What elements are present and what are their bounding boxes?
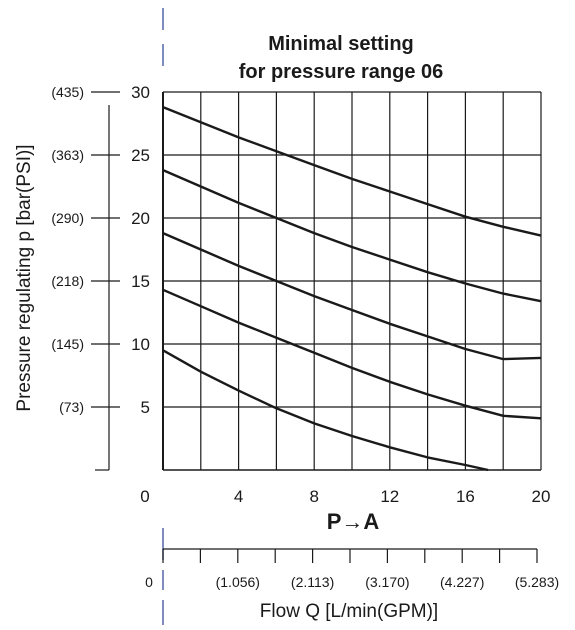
x-tick-label: 8 — [309, 487, 318, 506]
x-tick-label-gpm: (2.113) — [291, 574, 334, 590]
curve-line — [162, 288, 542, 420]
y-tick-label: 10 — [131, 335, 150, 354]
grid-lines — [163, 91, 542, 470]
y-tick-label-psi: (73) — [59, 399, 84, 415]
x-tick-labels: 0 4 8 12 16 20 — [140, 487, 550, 506]
y-tick-label: 5 — [141, 398, 150, 417]
x-tick-label-gpm: (1.056) — [216, 574, 260, 590]
y-tick-label: 20 — [131, 209, 150, 228]
y-tick-label-psi: (218) — [51, 273, 84, 289]
x-tick-labels-gpm: 0 (1.056) (2.113) (3.170) (4.227) (5.283) — [145, 574, 559, 590]
y-tick-label-psi: (290) — [51, 210, 84, 226]
x-tick-label-gpm: (3.170) — [365, 574, 409, 590]
x-tick-label-gpm: (4.227) — [440, 574, 484, 590]
x-tick-label: 16 — [456, 487, 475, 506]
x-tick-label: 12 — [380, 487, 399, 506]
curve-line — [162, 105, 542, 237]
curve-line — [162, 168, 542, 303]
y-tick-label-psi: (145) — [51, 336, 84, 352]
x-tick-label-gpm: (5.283) — [515, 574, 559, 590]
x-tick-label: 4 — [234, 487, 243, 506]
x-tick-label: 20 — [532, 487, 551, 506]
x-tick-label: 0 — [140, 487, 149, 506]
y-tick-label: 25 — [131, 146, 150, 165]
y-tick-label-psi: (435) — [51, 84, 84, 100]
curves — [162, 105, 542, 472]
x-axis-label: Flow Q [L/min(GPM)] — [260, 601, 438, 622]
y-tick-label: 30 — [131, 83, 150, 102]
axes — [91, 91, 541, 563]
chart-title-line2: for pressure range 06 — [239, 61, 444, 83]
chart-title-line1: Minimal setting — [268, 33, 414, 55]
curve-line — [162, 231, 542, 361]
y-axis-label: Pressure regulating p [bar(PSI)] — [14, 144, 35, 411]
direction-label: P→A — [327, 509, 380, 534]
y-tick-label-psi: (363) — [51, 147, 84, 163]
x-tick-label-gpm: 0 — [145, 574, 153, 590]
y-tick-labels: 5 (73) 10 (145) 15 (218) 20 (290) 25 (363) 30 (435) — [51, 83, 150, 417]
y-tick-label: 15 — [131, 272, 150, 291]
curve-line — [162, 349, 489, 472]
